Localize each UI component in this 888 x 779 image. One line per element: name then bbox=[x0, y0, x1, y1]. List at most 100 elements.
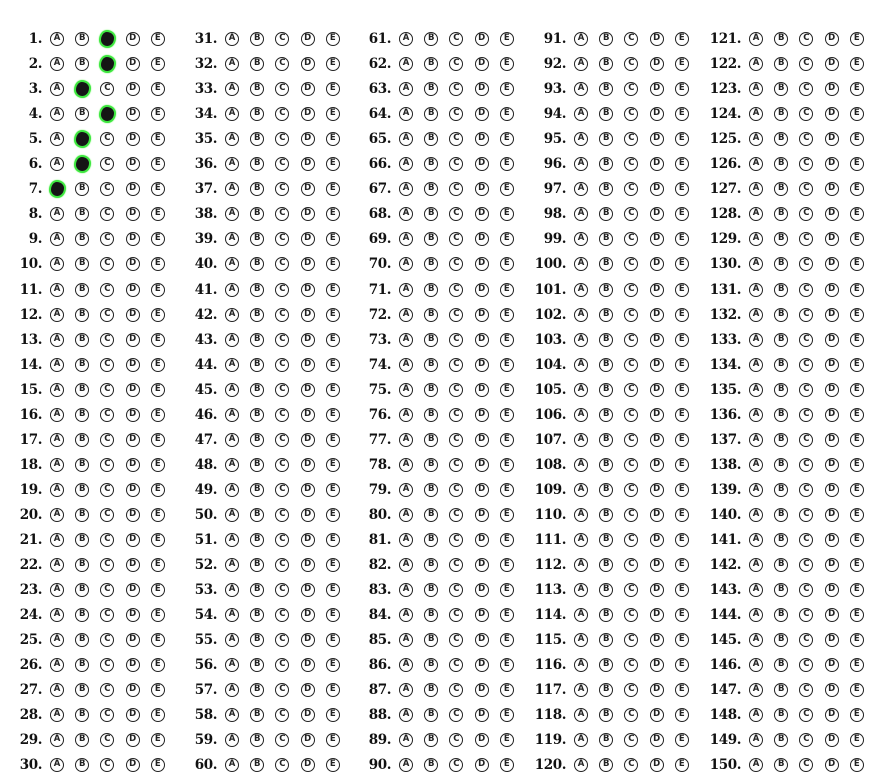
answer-bubble-c[interactable]: C bbox=[799, 57, 814, 72]
answer-bubble-a[interactable]: A bbox=[50, 407, 64, 422]
answer-bubble-a[interactable]: A bbox=[574, 207, 588, 222]
answer-bubble-b[interactable]: B bbox=[774, 307, 789, 322]
answer-bubble-e[interactable]: E bbox=[499, 583, 514, 598]
answer-bubble-c[interactable]: C bbox=[799, 107, 814, 122]
answer-bubble-c[interactable]: C bbox=[799, 382, 814, 397]
answer-bubble-d[interactable]: D bbox=[125, 382, 140, 397]
answer-bubble-a[interactable]: A bbox=[225, 307, 239, 322]
answer-bubble-e[interactable]: E bbox=[325, 758, 340, 773]
answer-bubble-d[interactable]: D bbox=[474, 257, 489, 272]
answer-bubble-d[interactable]: D bbox=[125, 107, 140, 122]
answer-bubble-d[interactable]: D bbox=[300, 432, 315, 447]
answer-bubble-c[interactable]: C bbox=[624, 82, 639, 97]
answer-bubble-d[interactable]: D bbox=[125, 708, 140, 723]
answer-bubble-b[interactable]: B bbox=[774, 432, 789, 447]
answer-bubble-e[interactable]: E bbox=[499, 507, 514, 522]
answer-bubble-b[interactable]: B bbox=[424, 457, 439, 472]
answer-bubble-b[interactable]: B bbox=[424, 482, 439, 497]
answer-bubble-d[interactable]: D bbox=[125, 207, 140, 222]
answer-bubble-b[interactable]: B bbox=[424, 107, 439, 122]
answer-bubble-d[interactable]: D bbox=[300, 82, 315, 97]
answer-bubble-b[interactable]: B bbox=[424, 257, 439, 272]
answer-bubble-a[interactable]: A bbox=[225, 57, 239, 72]
answer-bubble-b[interactable]: B bbox=[75, 633, 90, 648]
answer-bubble-d[interactable]: D bbox=[824, 533, 839, 547]
answer-bubble-a[interactable]: A bbox=[749, 507, 763, 522]
answer-bubble-b[interactable]: B bbox=[774, 157, 789, 172]
answer-bubble-e[interactable]: E bbox=[150, 758, 165, 773]
answer-bubble-d[interactable]: D bbox=[474, 382, 489, 397]
answer-bubble-c[interactable]: C bbox=[799, 482, 814, 497]
answer-bubble-b[interactable]: B bbox=[250, 558, 265, 573]
answer-bubble-a[interactable]: A bbox=[749, 708, 763, 723]
answer-bubble-a[interactable]: A bbox=[749, 132, 763, 147]
answer-bubble-b[interactable]: B bbox=[599, 507, 614, 522]
answer-bubble-a[interactable]: A bbox=[225, 382, 239, 397]
answer-bubble-d[interactable]: D bbox=[474, 583, 489, 598]
answer-bubble-a[interactable]: A bbox=[50, 132, 64, 147]
answer-bubble-b[interactable]: B bbox=[599, 357, 614, 372]
answer-bubble-c[interactable]: C bbox=[100, 282, 115, 297]
answer-bubble-e[interactable]: E bbox=[499, 683, 514, 698]
answer-bubble-b[interactable]: B bbox=[774, 558, 789, 573]
answer-bubble-e[interactable]: E bbox=[325, 357, 340, 372]
answer-bubble-e[interactable]: E bbox=[849, 107, 864, 122]
answer-bubble-d[interactable]: D bbox=[474, 57, 489, 72]
answer-bubble-a[interactable]: A bbox=[574, 107, 588, 122]
answer-bubble-c[interactable]: C bbox=[624, 482, 639, 497]
answer-bubble-d[interactable]: D bbox=[300, 507, 315, 522]
answer-bubble-b[interactable]: B bbox=[424, 307, 439, 322]
answer-bubble-d[interactable]: D bbox=[125, 432, 140, 447]
answer-bubble-c[interactable]: C bbox=[275, 533, 290, 547]
answer-bubble-c[interactable]: C bbox=[100, 708, 115, 723]
answer-bubble-e[interactable]: E bbox=[849, 332, 864, 347]
answer-bubble-d[interactable]: D bbox=[824, 733, 839, 748]
answer-bubble-e[interactable]: E bbox=[674, 32, 689, 46]
answer-bubble-c[interactable]: C bbox=[100, 608, 115, 623]
answer-bubble-d[interactable]: D bbox=[300, 608, 315, 623]
answer-bubble-d[interactable]: D bbox=[125, 683, 140, 698]
answer-bubble-c[interactable]: C bbox=[100, 482, 115, 497]
answer-bubble-b-filled[interactable]: B bbox=[73, 80, 91, 99]
answer-bubble-d[interactable]: D bbox=[649, 407, 664, 422]
answer-bubble-c[interactable]: C bbox=[799, 82, 814, 97]
answer-bubble-c[interactable]: C bbox=[100, 82, 115, 97]
answer-bubble-b[interactable]: B bbox=[75, 382, 90, 397]
answer-bubble-a[interactable]: A bbox=[50, 57, 64, 72]
answer-bubble-b[interactable]: B bbox=[774, 407, 789, 422]
answer-bubble-c[interactable]: C bbox=[275, 282, 290, 297]
answer-bubble-c[interactable]: C bbox=[100, 758, 115, 773]
answer-bubble-a[interactable]: A bbox=[399, 182, 413, 197]
answer-bubble-c[interactable]: C bbox=[275, 107, 290, 122]
answer-bubble-c[interactable]: C bbox=[624, 708, 639, 723]
answer-bubble-c[interactable]: C bbox=[624, 533, 639, 547]
answer-bubble-a[interactable]: A bbox=[749, 107, 763, 122]
answer-bubble-d[interactable]: D bbox=[300, 157, 315, 172]
answer-bubble-e[interactable]: E bbox=[849, 733, 864, 748]
answer-bubble-e[interactable]: E bbox=[674, 157, 689, 172]
answer-bubble-a[interactable]: A bbox=[50, 583, 64, 598]
answer-bubble-c[interactable]: C bbox=[275, 307, 290, 322]
answer-bubble-e[interactable]: E bbox=[849, 457, 864, 472]
answer-bubble-c[interactable]: C bbox=[624, 132, 639, 147]
answer-bubble-e[interactable]: E bbox=[150, 307, 165, 322]
answer-bubble-b[interactable]: B bbox=[75, 407, 90, 422]
answer-bubble-c[interactable]: C bbox=[799, 232, 814, 247]
answer-bubble-b[interactable]: B bbox=[774, 658, 789, 673]
answer-bubble-c[interactable]: C bbox=[799, 633, 814, 648]
answer-bubble-a[interactable]: A bbox=[50, 608, 64, 623]
answer-bubble-b[interactable]: B bbox=[424, 658, 439, 673]
answer-bubble-d[interactable]: D bbox=[300, 282, 315, 297]
answer-bubble-d[interactable]: D bbox=[649, 658, 664, 673]
answer-bubble-e[interactable]: E bbox=[499, 257, 514, 272]
answer-bubble-b[interactable]: B bbox=[599, 157, 614, 172]
answer-bubble-c[interactable]: C bbox=[624, 683, 639, 698]
answer-bubble-d[interactable]: D bbox=[474, 407, 489, 422]
answer-bubble-a[interactable]: A bbox=[574, 507, 588, 522]
answer-bubble-c[interactable]: C bbox=[275, 32, 290, 46]
answer-bubble-c[interactable]: C bbox=[799, 357, 814, 372]
answer-bubble-e[interactable]: E bbox=[849, 633, 864, 648]
answer-bubble-a[interactable]: A bbox=[225, 457, 239, 472]
answer-bubble-d[interactable]: D bbox=[649, 207, 664, 222]
answer-bubble-a[interactable]: A bbox=[50, 533, 64, 547]
